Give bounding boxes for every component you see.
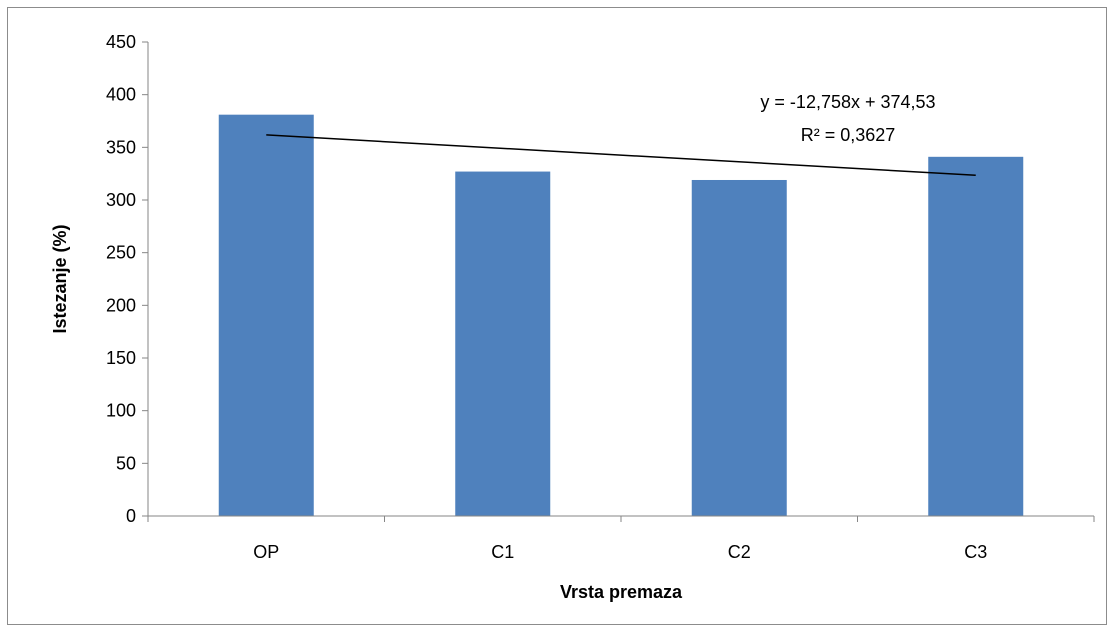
chart-frame (7, 7, 1107, 625)
y-tick-label: 200 (106, 295, 136, 315)
bar-c2 (691, 179, 787, 516)
x-tick-label: C2 (728, 542, 751, 562)
x-tick-label: C1 (491, 542, 514, 562)
x-axis-title: Vrsta premaza (560, 582, 683, 602)
trendline-r-squared: R² = 0,3627 (801, 125, 896, 145)
y-axis-title: Istezanje (%) (50, 224, 70, 333)
bar-op (218, 114, 314, 517)
bar-c3 (928, 156, 1024, 516)
y-tick-label: 450 (106, 32, 136, 52)
trendline (266, 134, 976, 176)
y-tick-label: 50 (116, 453, 136, 473)
y-tick-label: 150 (106, 348, 136, 368)
y-tick-label: 100 (106, 401, 136, 421)
bars-group (218, 114, 1024, 517)
trendline-equation: y = -12,758x + 374,53 (760, 92, 935, 112)
y-tick-label: 250 (106, 243, 136, 263)
y-tick-label: 300 (106, 190, 136, 210)
y-ticks-group: 0 50 100 150 200 250 300 350 400 450 (106, 32, 148, 526)
y-tick-label: 350 (106, 137, 136, 157)
y-tick-label: 400 (106, 85, 136, 105)
x-ticks-group: OP C1 C2 C3 (147, 516, 1095, 562)
bar-c1 (455, 171, 551, 516)
y-tick-label: 0 (126, 506, 136, 526)
x-tick-label: C3 (964, 542, 987, 562)
x-tick-label: OP (253, 542, 279, 562)
plot-area: 0 50 100 150 200 250 300 350 400 450 OP C1 C2 C3 (106, 32, 1095, 562)
